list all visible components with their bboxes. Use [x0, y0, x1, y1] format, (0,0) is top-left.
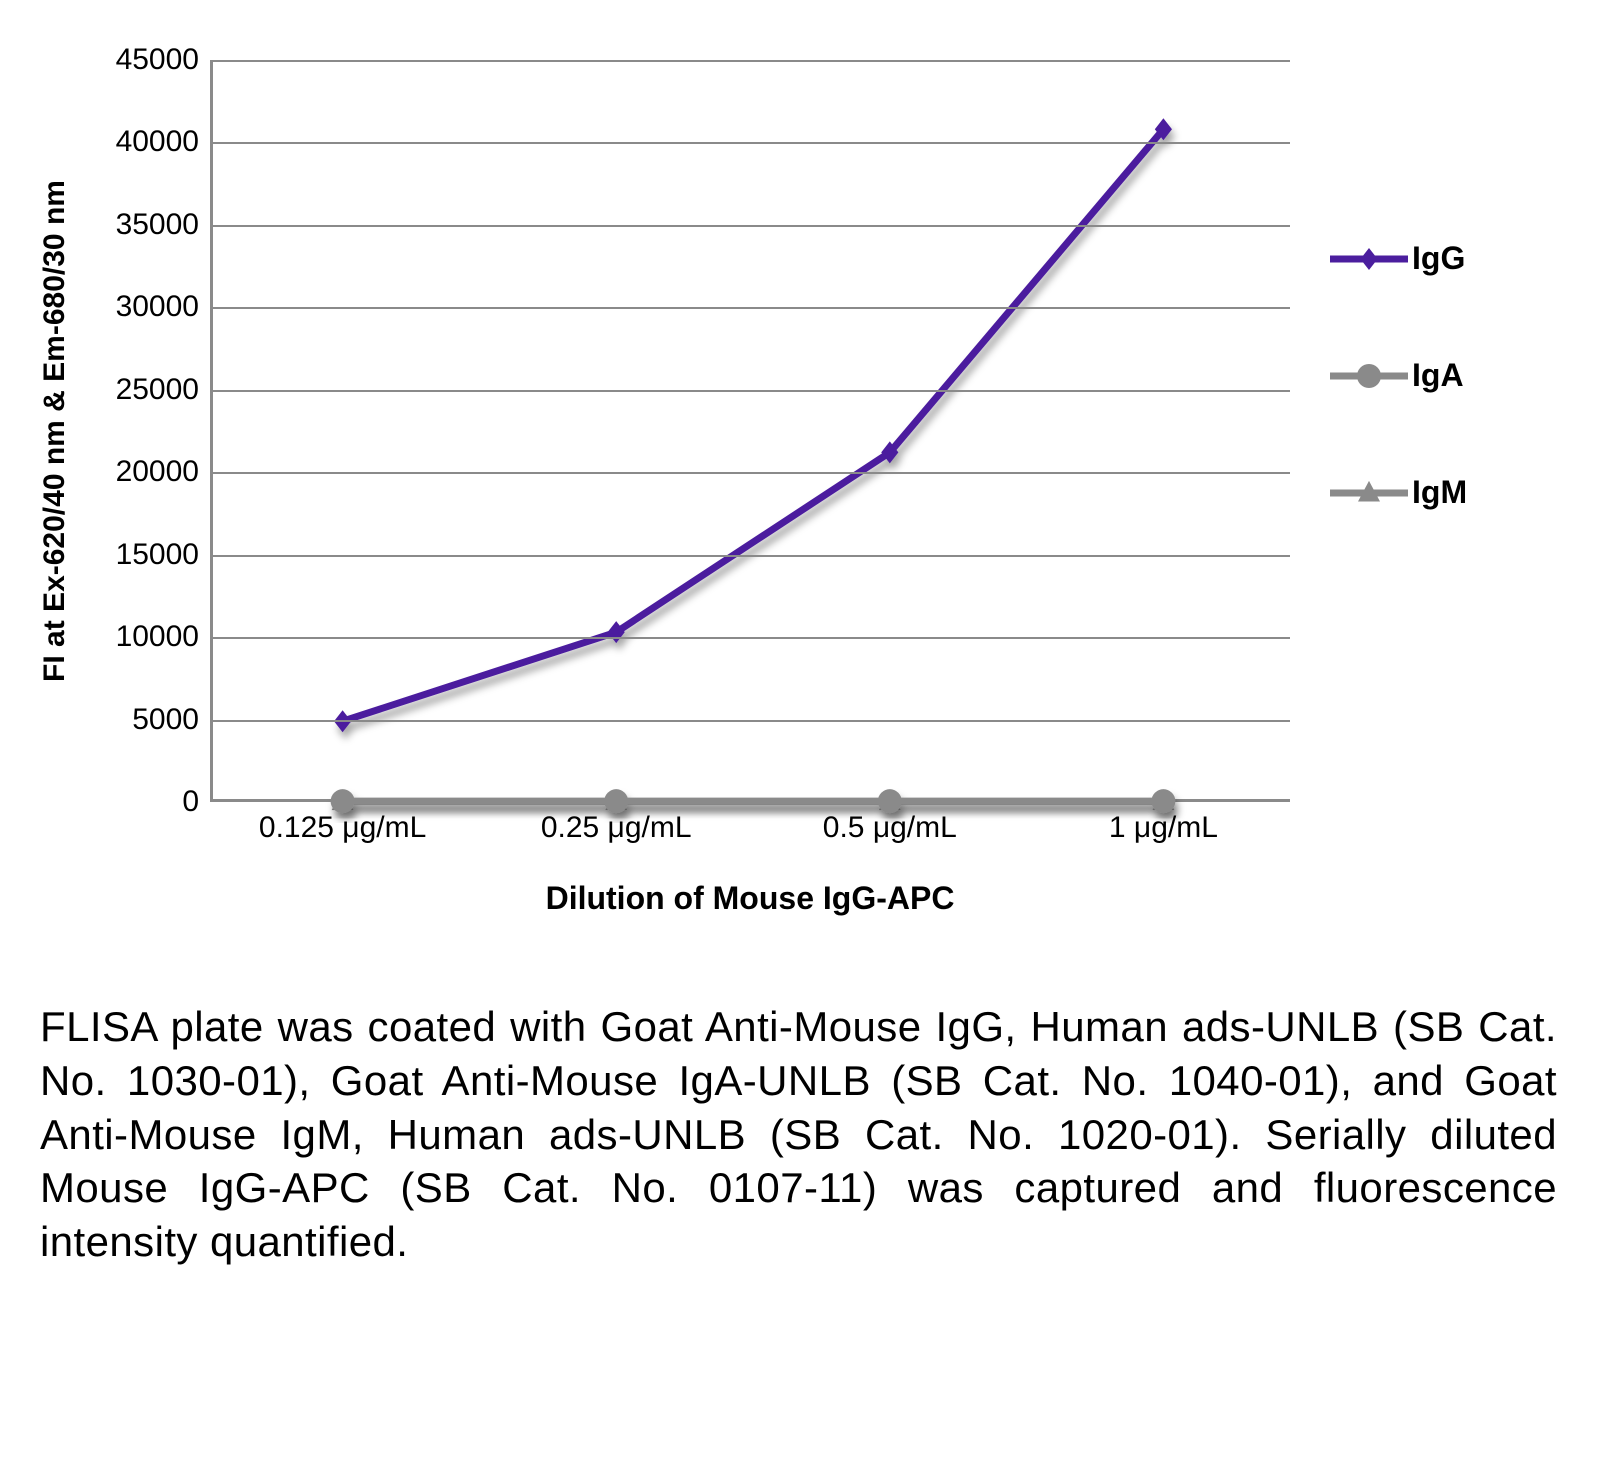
y-tick-label: 15000	[116, 538, 199, 572]
x-tick-label: 0.25 μg/mL	[541, 811, 692, 845]
line-chart: FI at Ex-620/40 nm & Em-680/30 nm 050001…	[40, 40, 1557, 960]
gridline	[213, 720, 1290, 722]
series-IgA	[331, 789, 1176, 813]
gridline	[213, 225, 1290, 227]
gridline	[213, 142, 1290, 144]
gridline	[213, 555, 1290, 557]
y-tick-label: 10000	[116, 620, 199, 654]
y-tick-label: 25000	[116, 373, 199, 407]
y-axis-title: FI at Ex-620/40 nm & Em-680/30 nm	[30, 60, 80, 802]
y-tick-label: 35000	[116, 208, 199, 242]
plot-area: 0500010000150002000025000300003500040000…	[210, 60, 1290, 802]
x-tick-label: 1 μg/mL	[1109, 811, 1218, 845]
legend-label: IgG	[1412, 240, 1465, 277]
y-tick-label: 45000	[116, 43, 199, 77]
y-tick-label: 40000	[116, 125, 199, 159]
figure-caption: FLISA plate was coated with Goat Anti-Mo…	[40, 1000, 1557, 1269]
gridline	[213, 60, 1290, 62]
legend: IgG IgA IgM	[1330, 240, 1467, 511]
x-axis-title: Dilution of Mouse IgG-APC	[210, 880, 1290, 917]
series-IgG	[334, 118, 1172, 732]
gridline	[213, 637, 1290, 639]
legend-label: IgM	[1412, 474, 1467, 511]
legend-item-IgA: IgA	[1330, 357, 1467, 394]
x-tick-label: 0.5 μg/mL	[823, 811, 957, 845]
legend-swatch	[1330, 244, 1408, 274]
x-tick-label: 0.125 μg/mL	[259, 811, 426, 845]
y-tick-label: 20000	[116, 455, 199, 489]
gridline	[213, 472, 1290, 474]
y-tick-label: 0	[182, 785, 199, 819]
legend-item-IgM: IgM	[1330, 474, 1467, 511]
gridline	[213, 307, 1290, 309]
legend-item-IgG: IgG	[1330, 240, 1467, 277]
y-tick-label: 30000	[116, 290, 199, 324]
legend-swatch	[1330, 478, 1408, 508]
legend-swatch	[1330, 361, 1408, 391]
chart-svg	[213, 60, 1290, 799]
y-tick-label: 5000	[132, 703, 199, 737]
gridline	[213, 390, 1290, 392]
legend-label: IgA	[1412, 357, 1464, 394]
figure-container: FI at Ex-620/40 nm & Em-680/30 nm 050001…	[40, 40, 1557, 1269]
